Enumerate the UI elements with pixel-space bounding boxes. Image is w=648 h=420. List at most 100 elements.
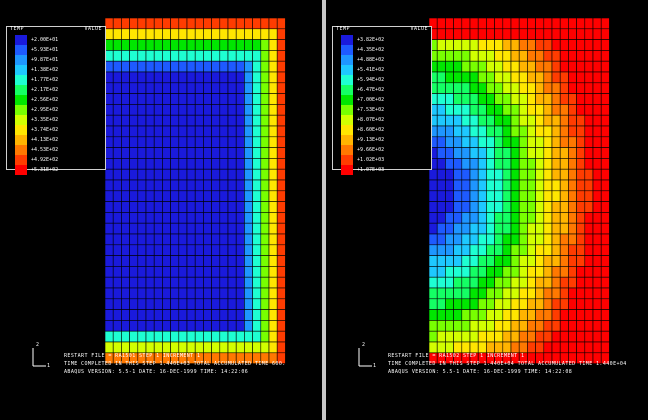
mesh-element — [486, 82, 495, 94]
mesh-element — [568, 60, 577, 73]
mesh-element — [194, 212, 204, 224]
mesh-element — [137, 255, 147, 267]
mesh-element — [244, 212, 253, 224]
mesh-element — [543, 212, 553, 224]
mesh-element — [445, 28, 454, 40]
mesh-element — [276, 179, 286, 192]
mesh-element — [461, 71, 471, 84]
mesh-element — [469, 125, 479, 138]
mesh-element — [276, 255, 286, 267]
mesh-element — [461, 212, 471, 224]
mesh-element — [186, 114, 196, 127]
mesh-element — [469, 222, 479, 235]
mesh-element — [527, 298, 536, 310]
mesh-element — [252, 266, 262, 278]
mesh-element — [453, 309, 463, 321]
mesh-element — [551, 222, 561, 235]
mesh-element — [453, 39, 463, 51]
mesh-element — [461, 168, 471, 181]
mesh-element — [576, 158, 586, 170]
mesh-element — [445, 60, 454, 73]
mesh-element — [137, 125, 147, 138]
mesh-element — [203, 125, 212, 138]
mesh-element — [592, 320, 602, 332]
mesh-element — [235, 168, 245, 181]
mesh-element — [194, 276, 204, 289]
mesh-element — [276, 93, 286, 105]
legend-title-value: VALUE — [410, 26, 428, 32]
mesh-element — [170, 330, 180, 343]
mesh-element — [543, 50, 553, 62]
mesh-element — [510, 158, 520, 170]
mesh-element — [244, 330, 253, 343]
mesh-element — [510, 309, 520, 321]
mesh-element — [203, 71, 212, 84]
mesh-element — [568, 125, 577, 138]
mesh-element — [559, 158, 569, 170]
mesh-element — [445, 147, 454, 159]
mesh-element — [592, 17, 602, 30]
mesh-element — [535, 212, 545, 224]
legend-entry: +2.00E+01 — [15, 35, 103, 45]
mesh-element — [268, 244, 278, 256]
mesh-element — [137, 330, 147, 343]
mesh-element — [576, 320, 586, 332]
mesh-element — [527, 244, 536, 256]
mesh-element — [436, 179, 446, 192]
mesh-element — [121, 168, 130, 181]
legend-entry: +9.87E+01 — [15, 55, 103, 65]
mesh-element — [153, 330, 163, 343]
mesh-element — [518, 179, 528, 192]
mesh-element — [178, 125, 188, 138]
mesh-element — [445, 17, 454, 30]
mesh-element — [461, 320, 471, 332]
mesh-element — [551, 50, 561, 62]
legend-label: +1.38E+02 — [31, 67, 59, 73]
mesh-element — [518, 60, 528, 73]
mesh-element — [559, 125, 569, 138]
mesh-element — [162, 136, 171, 148]
mesh-element — [445, 50, 454, 62]
mesh-element — [121, 147, 130, 159]
mesh-element — [276, 330, 286, 343]
mesh-element — [543, 82, 553, 94]
mesh-element — [170, 222, 180, 235]
mesh-element — [137, 71, 147, 84]
mesh-element — [194, 104, 204, 116]
mesh-element — [576, 233, 586, 246]
legend-swatch — [341, 45, 353, 55]
mesh-element — [535, 158, 545, 170]
mesh-element — [129, 147, 139, 159]
mesh-element — [502, 244, 512, 256]
mesh-element — [510, 60, 520, 73]
mesh-element — [211, 222, 221, 235]
mesh-element — [268, 330, 278, 343]
mesh-element — [543, 136, 553, 148]
mesh-element — [584, 168, 594, 181]
mesh-element — [576, 60, 586, 73]
mesh-element — [235, 71, 245, 84]
mesh-element — [137, 39, 147, 51]
mesh-element — [170, 136, 180, 148]
mesh-element — [428, 255, 438, 267]
mesh-element — [477, 266, 487, 278]
mesh-element — [137, 168, 147, 181]
mesh-element — [461, 244, 471, 256]
mesh-element — [162, 233, 171, 246]
mesh-element — [600, 60, 610, 73]
mesh-element — [170, 190, 180, 202]
mesh-element — [568, 28, 577, 40]
mesh-element — [576, 330, 586, 343]
mesh-element — [121, 50, 130, 62]
mesh-element — [203, 255, 212, 267]
mesh-element — [543, 201, 553, 213]
mesh-element — [137, 244, 147, 256]
mesh-element — [186, 158, 196, 170]
legend-entry: +1.07E+03 — [341, 165, 429, 175]
mesh-element — [211, 255, 221, 267]
mesh-element — [494, 255, 504, 267]
mesh-element — [551, 39, 561, 51]
mesh-element — [227, 136, 237, 148]
mesh-element — [477, 28, 487, 40]
mesh-element — [568, 320, 577, 332]
